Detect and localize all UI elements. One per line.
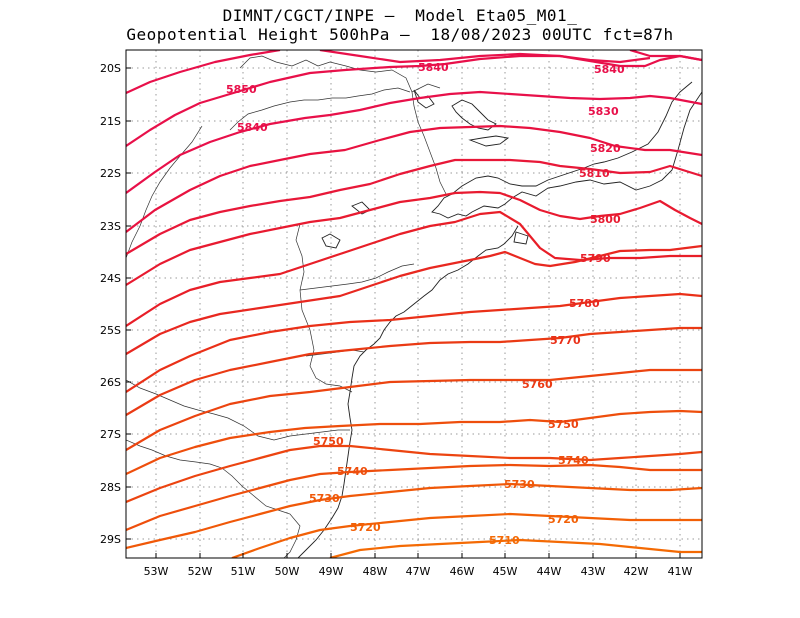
- contour-5740-b: [126, 409, 702, 475]
- lon-label: 48W: [363, 565, 388, 578]
- lon-label: 41W: [668, 565, 693, 578]
- lat-label: 23S: [100, 220, 121, 233]
- chart-title-line-2: Geopotential Height 500hPa – 18/08/2023 …: [126, 25, 674, 44]
- lon-label: 49W: [319, 565, 344, 578]
- contour-5840-north: [319, 50, 651, 64]
- contour-label: 5840: [237, 121, 268, 134]
- contour-5770: [126, 292, 702, 393]
- axis-ticks: [126, 67, 681, 558]
- contour-label: 5810: [579, 167, 610, 180]
- contour-5760: [126, 326, 702, 416]
- contour-label: 5750: [548, 418, 579, 431]
- contour-5750: [126, 444, 702, 504]
- contour-label: 5820: [590, 142, 621, 155]
- contour-label: 5800: [590, 213, 621, 226]
- lat-label: 26S: [100, 376, 121, 389]
- contour-label: 5740: [558, 454, 589, 467]
- lat-label: 28S: [100, 481, 121, 494]
- contour-label: 5710: [489, 534, 520, 547]
- lon-label: 50W: [275, 565, 300, 578]
- chart-title-line-1: DIMNT/CGCT/INPE – Model Eta05_M01_: [222, 6, 578, 25]
- contour-label: 5850: [226, 83, 257, 96]
- lat-label: 27S: [100, 428, 121, 441]
- map-frame: [125, 49, 703, 559]
- contour-label: 5770: [550, 334, 581, 347]
- contour-5790: [126, 210, 702, 327]
- contour-label: 5740: [337, 465, 368, 478]
- lat-label: 25S: [100, 324, 121, 337]
- contour-label: 5830: [588, 105, 619, 118]
- lon-label: 47W: [406, 565, 431, 578]
- contour-label: 5790: [580, 252, 611, 265]
- lon-label: 44W: [537, 565, 562, 578]
- contour-5850: [126, 50, 281, 94]
- lon-label: 46W: [450, 565, 475, 578]
- lat-label: 21S: [100, 115, 121, 128]
- contour-label: 5760: [522, 378, 553, 391]
- lat-label: 29S: [100, 533, 121, 546]
- longitude-labels: 53W 52W 51W 50W 49W 48W 47W 46W 45W 44W …: [144, 565, 693, 578]
- contour-5830: [126, 90, 702, 194]
- lat-label: 24S: [100, 272, 121, 285]
- contour-5810: [126, 158, 702, 255]
- lon-label: 53W: [144, 565, 169, 578]
- contour-lines: [126, 50, 702, 558]
- lat-label: 22S: [100, 167, 121, 180]
- contour-label: 5720: [350, 521, 381, 534]
- lon-label: 45W: [493, 565, 518, 578]
- contour-label: 5730: [309, 492, 340, 505]
- contour-label: 5730: [504, 478, 535, 491]
- coastline-bays: [321, 89, 529, 249]
- lon-label: 52W: [188, 565, 213, 578]
- contour-5780: [126, 244, 702, 355]
- contour-corner: [629, 50, 702, 62]
- lon-label: 42W: [624, 565, 649, 578]
- contour-5840: [126, 54, 702, 147]
- contour-5800: [126, 190, 702, 286]
- contour-label: 5840: [418, 61, 449, 74]
- contour-label: 5720: [548, 513, 579, 526]
- lat-label: 20S: [100, 62, 121, 75]
- contour-labels: 5850 5840 5840 5840 5830 5820 5810 5800 …: [226, 61, 625, 547]
- contour-5710: [329, 538, 702, 558]
- contour-5740: [126, 463, 702, 532]
- contour-5820: [126, 124, 702, 233]
- contour-label: 5750: [313, 435, 344, 448]
- contour-5730: [126, 482, 702, 550]
- lon-label: 51W: [231, 565, 256, 578]
- contour-label: 5840: [594, 63, 625, 76]
- contour-5750-b: [126, 368, 702, 451]
- contour-5720: [231, 512, 702, 558]
- latitude-labels: 20S 21S 22S 23S 24S 25S 26S 27S 28S 29S: [100, 62, 121, 546]
- lon-label: 43W: [581, 565, 606, 578]
- contour-label: 5780: [569, 297, 600, 310]
